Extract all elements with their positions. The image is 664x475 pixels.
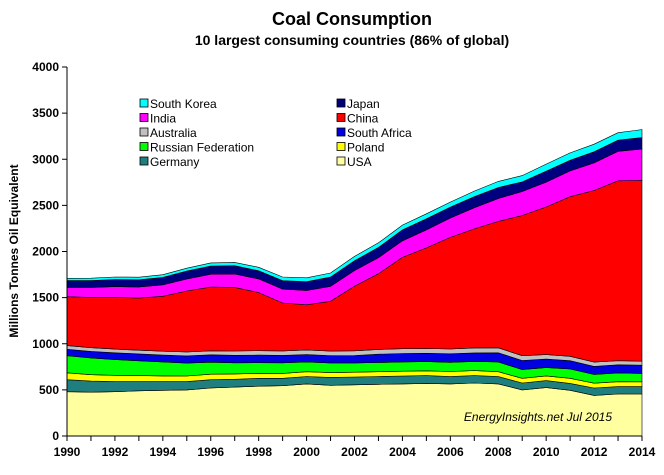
legend-label-japan: Japan — [347, 97, 380, 111]
y-tick-label: 4000 — [32, 60, 59, 74]
y-tick-label: 3000 — [32, 152, 59, 166]
legend-label-germany: Germany — [150, 155, 199, 169]
x-tick-label: 1996 — [197, 445, 224, 459]
legend-label-south-africa: South Africa — [347, 126, 412, 140]
area-south-korea — [66, 129, 643, 283]
legend-swatch-india — [139, 113, 149, 122]
x-tick-label: 2000 — [293, 445, 320, 459]
legend-swatch-japan — [336, 98, 346, 108]
y-tick-label: 2000 — [32, 245, 59, 259]
legend-swatch-australia — [139, 127, 149, 137]
legend-swatch-south-korea — [139, 98, 149, 108]
legend-label-usa: USA — [347, 155, 372, 169]
legend-swatch-china — [336, 113, 346, 122]
legend-label-russian-federation: Russian Federation — [150, 141, 254, 155]
chart-subtitle: 10 largest consuming countries (86% of g… — [195, 32, 509, 48]
legend-swatch-germany — [139, 156, 149, 166]
y-axis-label: Millions Tonnes Oil Equivalent — [7, 164, 21, 337]
y-tick-label: 3500 — [32, 106, 59, 120]
legend-label-south-korea: South Korea — [150, 97, 217, 111]
x-tick-label: 2012 — [581, 445, 608, 459]
legend-swatch-poland — [336, 142, 346, 151]
chart-title: Coal Consumption — [272, 9, 432, 29]
x-tick-label: 2014 — [629, 445, 656, 459]
x-tick-label: 2004 — [389, 445, 416, 459]
x-tick-label: 1994 — [149, 445, 176, 459]
legend-label-poland: Poland — [347, 141, 384, 155]
legend: South Korea Japan India China Australia South… — [139, 97, 412, 169]
legend-swatch-usa — [336, 156, 346, 166]
legend-swatch-russian-federation — [139, 142, 149, 151]
axes-layer: 0 500 1000 1500 2000 2500 3000 3500 4000 1990 1992… — [32, 60, 655, 459]
legend-label-china: China — [347, 112, 379, 126]
credit-text: EnergyInsights.net Jul 2015 — [464, 410, 612, 424]
x-tick-label: 2010 — [533, 445, 560, 459]
y-tick-label: 1000 — [32, 337, 59, 351]
x-tick-label: 1998 — [245, 445, 272, 459]
x-tick-label: 2008 — [485, 445, 512, 459]
y-tick-label: 500 — [39, 383, 59, 397]
areas-layer — [66, 129, 643, 437]
legend-swatch-south-africa — [336, 127, 346, 137]
y-tick-label: 2500 — [32, 198, 59, 212]
x-tick-label: 2006 — [437, 445, 464, 459]
x-tick-label: 2002 — [341, 445, 368, 459]
y-tick-label: 0 — [52, 429, 59, 443]
x-tick-label: 1990 — [54, 445, 81, 459]
legend-label-australia: Australia — [150, 126, 197, 140]
legend-label-india: India — [150, 112, 176, 126]
x-tick-label: 1992 — [102, 445, 129, 459]
y-tick-label: 1500 — [32, 291, 59, 305]
